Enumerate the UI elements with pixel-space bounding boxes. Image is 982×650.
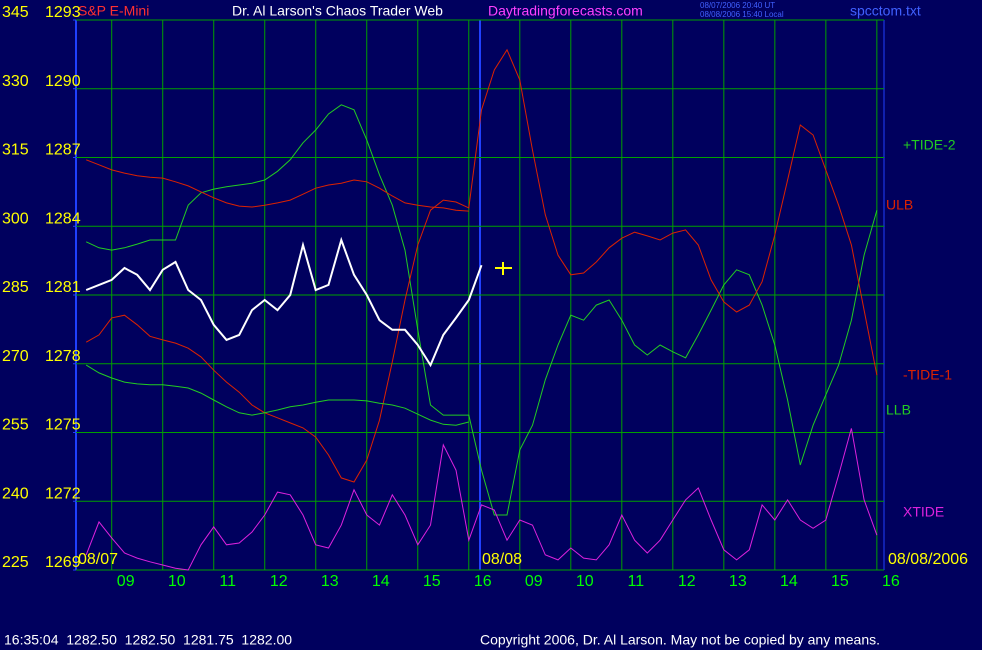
x-tick-label: 09 <box>117 573 135 590</box>
copyright: Copyright 2006, Dr. Al Larson. May not b… <box>480 632 880 648</box>
y2-tick-label: 1293 <box>45 4 81 21</box>
x-tick-label: 14 <box>780 573 798 590</box>
y-tick-label: 225 <box>2 554 29 571</box>
file-name: spcctom.txt <box>850 3 921 19</box>
y-tick-label: 315 <box>2 142 29 159</box>
y2-tick-label: 1272 <box>45 485 81 502</box>
y-tick-label: 255 <box>2 417 29 434</box>
y2-tick-label: 1269 <box>45 554 81 571</box>
timestamp: 08/07/2006 20:40 UT <box>700 1 775 10</box>
y2-tick-label: 1278 <box>45 348 81 365</box>
legend-label: LLB <box>886 402 911 418</box>
legend-label: +TIDE-2 <box>903 137 956 153</box>
y-tick-label: 330 <box>2 73 29 90</box>
date-label: 08/07 <box>78 551 118 568</box>
x-tick-label: 12 <box>678 573 696 590</box>
legend-label: ULB <box>886 197 913 213</box>
date-label: 08/08 <box>482 551 522 568</box>
y-tick-label: 270 <box>2 348 29 365</box>
x-tick-label: 12 <box>270 573 288 590</box>
x-tick-label: 13 <box>321 573 339 590</box>
series-line <box>85 104 878 516</box>
x-tick-label: 13 <box>729 573 747 590</box>
x-tick-label: 09 <box>525 573 543 590</box>
y2-tick-label: 1275 <box>45 417 81 434</box>
y-tick-label: 300 <box>2 210 29 227</box>
x-tick-label: 14 <box>372 573 390 590</box>
series-line <box>85 48 878 483</box>
date-label: 08/08/2006 <box>888 551 968 568</box>
y-tick-label: 240 <box>2 485 29 502</box>
x-tick-label: 16 <box>882 573 900 590</box>
y2-tick-label: 1281 <box>45 279 81 296</box>
website: Daytradingforecasts.com <box>488 3 643 19</box>
x-tick-label: 11 <box>628 573 645 590</box>
x-tick-label: 10 <box>168 573 186 590</box>
marker <box>495 262 512 275</box>
x-tick-label: 15 <box>831 573 849 590</box>
instrument: S&P E-Mini <box>78 3 149 19</box>
series-line <box>86 159 469 212</box>
series-line <box>85 428 878 571</box>
quote: 16:35:04 1282.50 1282.50 1281.75 1282.00 <box>4 632 292 648</box>
chart-title: Dr. Al Larson's Chaos Trader Web <box>232 3 443 19</box>
x-tick-label: 10 <box>576 573 594 590</box>
y2-tick-label: 1290 <box>45 73 81 90</box>
y-tick-label: 345 <box>2 4 29 21</box>
y2-tick-label: 1287 <box>45 142 81 159</box>
x-tick-label: 16 <box>474 573 492 590</box>
series-line <box>85 236 483 368</box>
x-tick-label: 15 <box>423 573 441 590</box>
x-tick-label: 11 <box>219 573 236 590</box>
y2-tick-label: 1284 <box>45 210 81 227</box>
legend-label: -TIDE-1 <box>903 367 952 383</box>
series-line <box>85 364 469 426</box>
y-tick-label: 285 <box>2 279 29 296</box>
legend-label: XTIDE <box>903 504 944 520</box>
timestamp: 08/08/2006 15:40 Local <box>700 10 784 19</box>
